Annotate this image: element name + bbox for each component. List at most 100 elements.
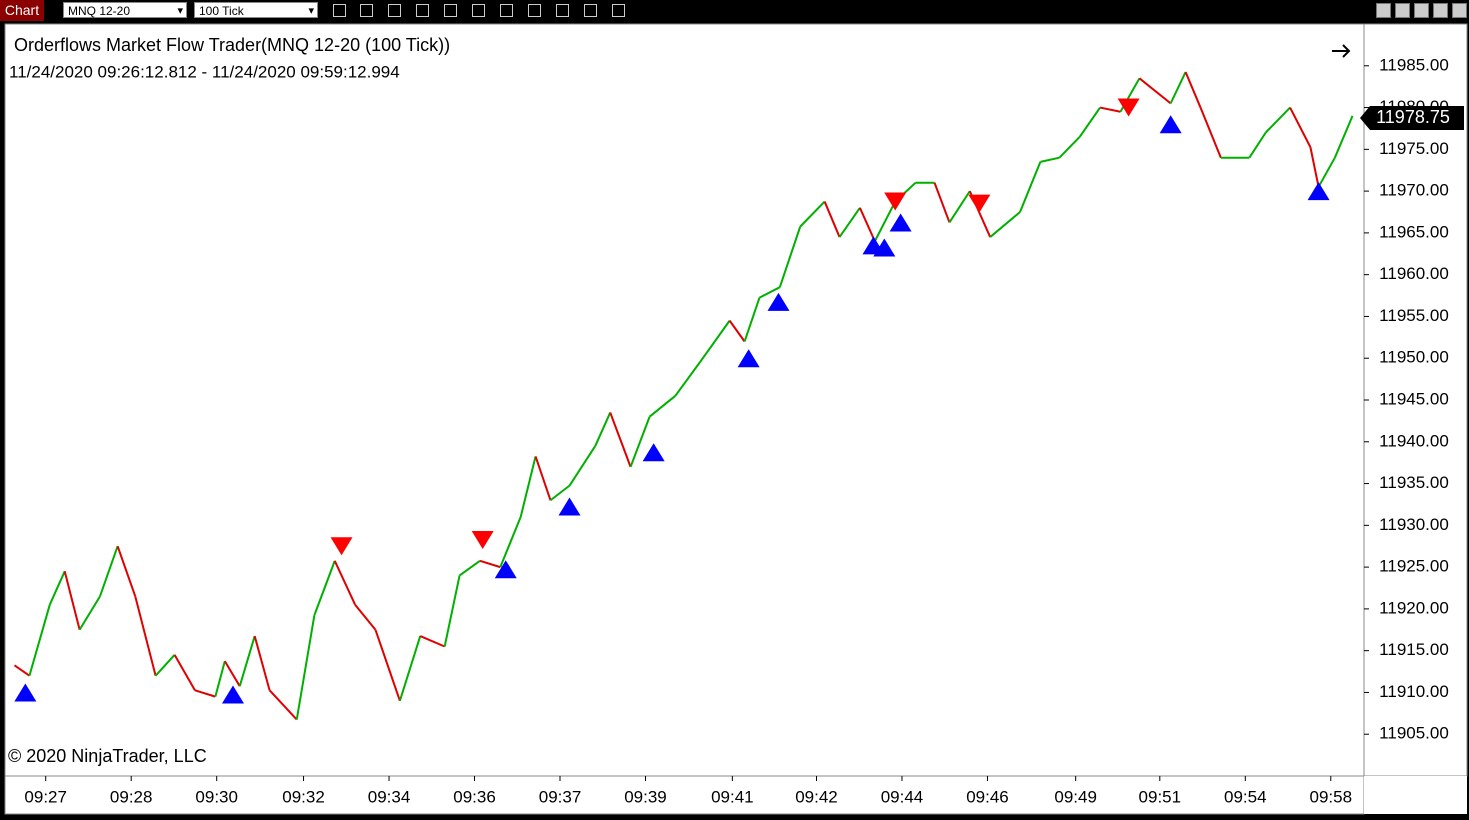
chart-title: Orderflows Market Flow Trader(MNQ 12-20 … bbox=[14, 35, 450, 55]
price-segment bbox=[154, 654, 176, 677]
price-segment bbox=[648, 395, 676, 418]
signal-buy bbox=[221, 685, 244, 704]
price-segment bbox=[933, 182, 951, 223]
price-segment bbox=[823, 201, 841, 238]
window-button[interactable] bbox=[1395, 3, 1410, 18]
x-tick-label: 09:49 bbox=[1054, 787, 1097, 806]
price-segment bbox=[253, 635, 271, 691]
x-tick-label: 09:34 bbox=[368, 787, 411, 806]
price-segment bbox=[759, 286, 781, 299]
price-segment bbox=[743, 297, 761, 342]
chart: Orderflows Market Flow Trader(MNQ 12-20 … bbox=[4, 23, 1468, 815]
price-segment bbox=[1184, 71, 1202, 108]
x-tick-label: 09:54 bbox=[1224, 787, 1267, 806]
price-segment bbox=[1317, 157, 1336, 188]
tool-icon[interactable] bbox=[528, 4, 541, 17]
signal-sell bbox=[1117, 98, 1140, 117]
price-segment bbox=[13, 664, 30, 677]
tool-icon[interactable] bbox=[360, 4, 373, 17]
tool-icon[interactable] bbox=[584, 4, 597, 17]
window-button[interactable] bbox=[1376, 3, 1391, 18]
y-tick-label: 11965.00 bbox=[1379, 222, 1449, 241]
window-button[interactable] bbox=[1452, 3, 1467, 18]
price-segment bbox=[1078, 106, 1101, 138]
window-button[interactable] bbox=[1433, 3, 1448, 18]
x-tick-label: 09:28 bbox=[110, 787, 153, 806]
price-segment bbox=[728, 320, 746, 343]
price-segment bbox=[1099, 106, 1121, 113]
price-segment bbox=[1309, 147, 1320, 188]
y-tick-label: 11915.00 bbox=[1379, 640, 1449, 659]
tool-icon[interactable] bbox=[500, 4, 513, 17]
x-tick-label: 09:58 bbox=[1310, 787, 1353, 806]
price-segment bbox=[28, 604, 51, 677]
copyright: © 2020 NinjaTrader, LLC bbox=[8, 746, 207, 766]
price-segment bbox=[99, 545, 119, 597]
price-segment bbox=[194, 689, 216, 698]
y-tick-label: 11985.00 bbox=[1379, 55, 1449, 74]
price-segment bbox=[778, 226, 802, 288]
price-segment bbox=[1019, 161, 1042, 213]
y-tick-label: 11925.00 bbox=[1379, 557, 1449, 576]
price-segment bbox=[568, 445, 597, 487]
signal-sell bbox=[330, 537, 353, 556]
x-tick-label: 09:51 bbox=[1139, 787, 1182, 806]
price-segment bbox=[333, 560, 357, 606]
price-segment bbox=[63, 571, 81, 631]
last-price-label: 11978.75 bbox=[1376, 107, 1450, 127]
signal-buy bbox=[737, 349, 760, 368]
price-segment bbox=[534, 456, 552, 501]
price-segment bbox=[134, 596, 157, 676]
price-segment bbox=[629, 416, 651, 468]
x-tick-label: 09:27 bbox=[24, 787, 67, 806]
price-segment bbox=[398, 635, 422, 702]
subtitle: 11/24/2020 09:26:12.812 - 11/24/2020 09:… bbox=[9, 62, 400, 81]
tool-icon[interactable] bbox=[444, 4, 457, 17]
y-tick-label: 11945.00 bbox=[1379, 389, 1449, 408]
signal-sell bbox=[884, 192, 907, 211]
price-segment bbox=[989, 211, 1021, 238]
y-tick-label: 11905.00 bbox=[1379, 724, 1449, 743]
x-axis-area bbox=[4, 775, 1365, 815]
y-tick-label: 11960.00 bbox=[1379, 264, 1449, 283]
price-segment bbox=[173, 654, 196, 691]
price-segment bbox=[268, 689, 298, 721]
tool-icon[interactable] bbox=[333, 4, 346, 17]
tool-icon[interactable] bbox=[472, 4, 485, 17]
tool-icon[interactable] bbox=[556, 4, 569, 17]
plot-area bbox=[4, 23, 1365, 777]
window-button[interactable] bbox=[1414, 3, 1429, 18]
arrow-icon[interactable] bbox=[1332, 44, 1351, 58]
signal-buy bbox=[1307, 182, 1330, 201]
price-segment bbox=[459, 560, 481, 577]
instrument-select[interactable]: MNQ 12-20 bbox=[63, 2, 187, 19]
signal-buy bbox=[889, 213, 912, 232]
y-axis-area bbox=[1363, 23, 1468, 777]
price-segment bbox=[295, 614, 316, 720]
price-segment bbox=[313, 560, 336, 616]
x-tick-label: 09:36 bbox=[453, 787, 496, 806]
signal-buy bbox=[642, 443, 665, 462]
chart-tab[interactable]: Chart bbox=[0, 0, 44, 21]
x-tick-label: 09:37 bbox=[539, 787, 582, 806]
y-tick-label: 11950.00 bbox=[1379, 348, 1449, 367]
price-segment bbox=[549, 484, 571, 502]
tool-icon[interactable] bbox=[388, 4, 401, 17]
x-tick-label: 09:39 bbox=[624, 787, 667, 806]
price-segment bbox=[78, 595, 101, 631]
x-tick-label: 09:32 bbox=[282, 787, 325, 806]
signal-buy bbox=[14, 683, 37, 702]
signal-buy bbox=[558, 497, 581, 516]
price-segment bbox=[1264, 106, 1291, 134]
signal-sell bbox=[968, 194, 991, 213]
tool-icon[interactable] bbox=[612, 4, 625, 17]
price-segment bbox=[479, 559, 501, 569]
tool-icon[interactable] bbox=[416, 4, 429, 17]
interval-select[interactable]: 100 Tick bbox=[194, 2, 318, 19]
price-segment bbox=[48, 570, 66, 606]
price-segment bbox=[499, 516, 522, 568]
signal-buy bbox=[1159, 115, 1182, 134]
y-tick-label: 11930.00 bbox=[1379, 515, 1449, 534]
x-tick-label: 09:41 bbox=[711, 787, 754, 806]
signal-buy bbox=[873, 238, 896, 257]
